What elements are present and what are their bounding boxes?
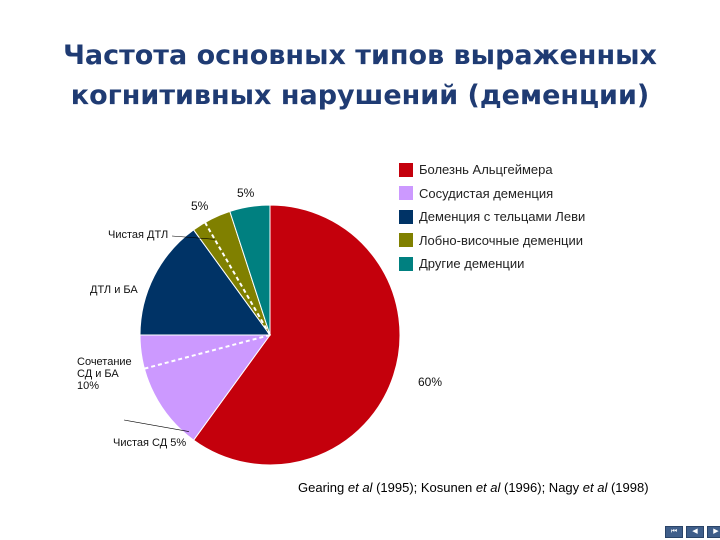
slide-title: Частота основных типов выраженных когнит… xyxy=(0,36,720,116)
legend-swatch-vascular xyxy=(399,186,413,201)
citation-part: (1995); Kosunen xyxy=(372,480,476,495)
first-slide-button[interactable]: ⏮ xyxy=(665,526,683,538)
title-line-1: Частота основных типов выраженных xyxy=(63,40,657,71)
annotation-vd-and-ad-line-1: Сочетание xyxy=(77,356,132,368)
legend-item-frontotemporal: Лобно-височные деменции xyxy=(399,229,585,253)
legend-swatch-alzheimer xyxy=(399,162,413,177)
data-label-frontotemporal: 5% xyxy=(191,199,209,213)
annotation-vd-and-ad: Сочетание СД и БА 10% xyxy=(77,356,132,392)
leader-pure-dlb xyxy=(171,235,215,240)
title-line-2: когнитивных нарушений (деменции) xyxy=(70,80,650,111)
annotation-vd-and-ad-line-2: СД и БА xyxy=(77,368,119,380)
next-slide-button[interactable]: ▶ xyxy=(707,526,720,538)
data-label-other: 5% xyxy=(237,186,255,200)
legend-item-alzheimer: Болезнь Альцгеймера xyxy=(399,158,585,182)
legend-swatch-frontotemporal xyxy=(399,233,413,248)
legend-swatch-other xyxy=(399,256,413,271)
pie-slice-lewy xyxy=(139,229,271,336)
pie-slice-alzheimer xyxy=(192,204,401,466)
legend-swatch-lewy xyxy=(399,209,413,224)
divider-vascular xyxy=(144,334,271,370)
annotation-vd-and-ad-line-3: 10% xyxy=(77,380,100,392)
divider-lewy xyxy=(204,221,271,336)
legend-item-lewy: Деменция с тельцами Леви xyxy=(399,205,585,229)
annotation-pure-dlb: Чистая ДТЛ xyxy=(108,229,169,241)
citation-part: (1996); Nagy xyxy=(500,480,583,495)
citation-et-al: et al xyxy=(475,480,501,495)
leader-pure-vd xyxy=(123,419,189,432)
data-label-alzheimer: 60% xyxy=(418,375,443,389)
annotation-dlb-and-ad: ДТЛ и БА xyxy=(90,284,138,296)
legend-label-other: Другие деменции xyxy=(419,256,525,272)
legend-label-lewy: Деменция с тельцами Леви xyxy=(419,209,586,225)
citation-part: Gearing xyxy=(298,480,348,495)
legend-label-vascular: Сосудистая деменция xyxy=(419,185,554,201)
pie-slice-other xyxy=(229,204,271,336)
legend-label-alzheimer: Болезнь Альцгеймера xyxy=(419,162,553,178)
annotation-pure-vd: Чистая СД 5% xyxy=(113,437,187,449)
chart-legend: Болезнь Альцгеймера Сосудистая деменция … xyxy=(399,158,585,276)
citation-part: (1998) xyxy=(607,480,649,495)
legend-label-frontotemporal: Лобно-височные деменции xyxy=(419,232,583,248)
slide-navigation: ⏮ ◀ ▶ xyxy=(665,526,720,538)
citation-et-al: et al xyxy=(347,480,373,495)
citation-et-al: et al xyxy=(582,480,608,495)
previous-slide-button[interactable]: ◀ xyxy=(686,526,704,538)
legend-item-other: Другие деменции xyxy=(399,252,585,276)
legend-item-vascular: Сосудистая деменция xyxy=(399,182,585,206)
source-citation: Gearing et al (1995); Kosunen et al (199… xyxy=(298,480,649,495)
